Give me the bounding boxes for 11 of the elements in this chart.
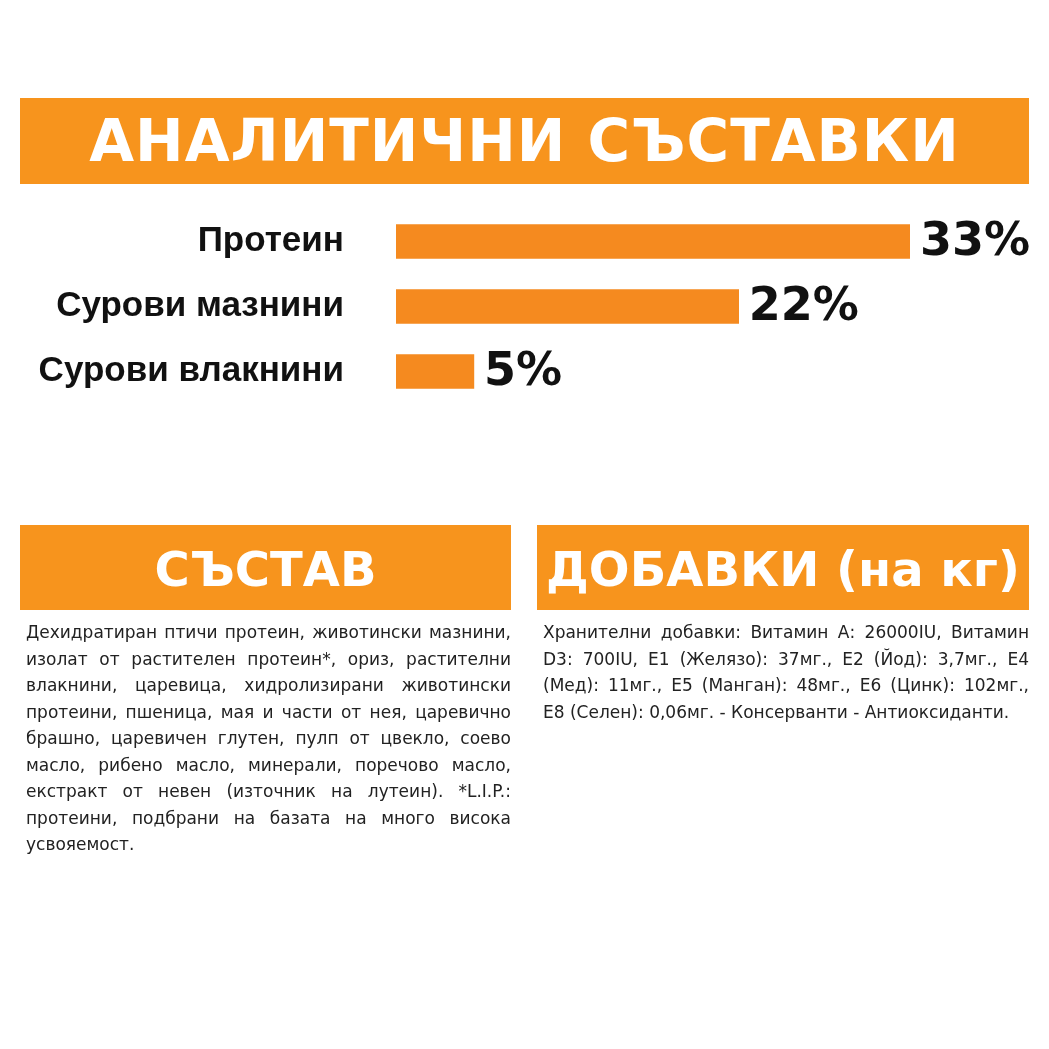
y-tick-label: Протеин xyxy=(197,219,344,259)
text: Хранителни добавки: Витамин А: 26000IU, Витамин D3: 700IU, Е1 (Желязо): 37мг., Е2 (Йод): 3,7мг., Е4 (Мед): 11мг., Е5 (Манган): 48мг., Е6 (Цинк): 102мг., Е8 (Селен): 0,06мг. - Консерванти - Антиоксиданти. xyxy=(542,621,1029,724)
y-tick-label: Сурови мазнини xyxy=(56,284,344,324)
text: Дехидратиран птичи протеин, животински мазнини, изолат от растителен протеин*, ориз, растителни влакнини, царевица, хидролизирани животински протеини, пшеница, мая и части от нея, царевично брашно, царевичен глутен, пулп от цвекло, соево масло, рибено масло, минерали, поречово масло, екстракт от невен (източник на лутеин). *L.I.P.: протеини, подбрани на базата на много висока усвояемост. xyxy=(26,622,511,854)
text: ДОБАВКИ (на кг) xyxy=(537,528,1029,610)
chart-title: АНАЛИТИЧНИ СЪСТАВКИ xyxy=(20,98,1029,184)
text: СЪСТАВ xyxy=(20,528,511,610)
data-label: 22% xyxy=(748,277,859,332)
y-tick-label: Сурови влакнини xyxy=(38,349,344,389)
data-label: 5% xyxy=(483,342,562,397)
data-label: 33% xyxy=(920,212,1031,267)
